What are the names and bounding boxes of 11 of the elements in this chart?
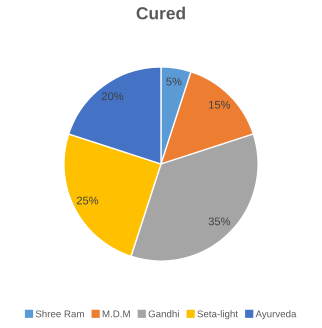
data-label: 35%: [208, 217, 230, 226]
legend-label: Ayurveda: [256, 310, 296, 320]
data-label: 5%: [166, 78, 182, 86]
legend-label: Seta-light: [197, 310, 238, 320]
legend-label: Gandhi: [148, 310, 179, 318]
data-label: 20%: [102, 92, 124, 100]
legend-label: Shree Ram: [36, 310, 84, 318]
legend-label: M.D.M: [102, 310, 130, 318]
data-label: 15%: [209, 100, 230, 109]
chart-title: Cured: [136, 6, 185, 20]
data-label: 25%: [76, 196, 98, 204]
